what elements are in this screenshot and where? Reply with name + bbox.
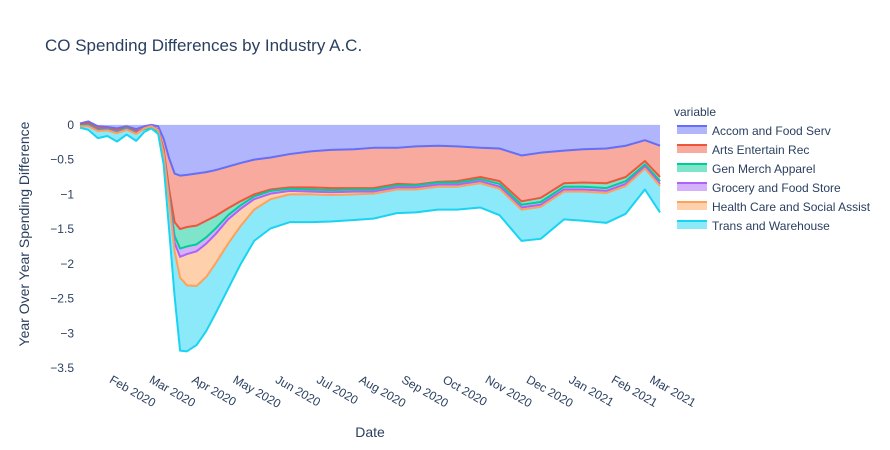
legend-label: Grocery and Food Store [712, 181, 841, 195]
legend-item-health-care-and-social-assist[interactable]: Health Care and Social Assist [677, 200, 871, 214]
line-trans-and-warehouse [79, 126, 661, 353]
area-health-care-and-social-assist [80, 125, 660, 287]
legend-item-trans-and-warehouse[interactable]: Trans and Warehouse [677, 219, 830, 233]
plot-lines [79, 120, 661, 353]
legend-label: Arts Entertain Rec [712, 143, 809, 157]
x-tick-label: Apr 2020 [189, 372, 238, 409]
area-accom-and-food-serv [80, 121, 660, 176]
legend-swatch [677, 164, 707, 172]
x-tick-label: Aug 2020 [357, 372, 409, 410]
chart-title: CO Spending Differences by Industry A.C. [45, 36, 362, 55]
x-axis-title: Date [355, 424, 385, 440]
legend-label: Health Care and Social Assist [712, 200, 871, 214]
legend-swatch [677, 221, 707, 229]
legend-title: variable [674, 105, 716, 119]
legend-label: Trans and Warehouse [712, 219, 830, 233]
legend-swatch [677, 202, 707, 210]
legend-swatch [677, 126, 707, 134]
y-axis-ticks: 0 −0.5 −1 −1.5 −2 −2.5 −3 −3.5 [50, 118, 74, 375]
y-axis-title: Year Over Year Spending Difference [16, 121, 32, 346]
area-arts-entertain-rec [80, 121, 660, 230]
x-tick-label: Jun 2020 [273, 372, 323, 409]
legend-label: Gen Merch Apparel [712, 162, 815, 176]
legend-swatch [677, 145, 707, 153]
x-tick-label: Jan 2021 [567, 372, 617, 409]
y-tick-label: −1.5 [50, 222, 74, 236]
x-tick-label: Jul 2020 [314, 372, 361, 407]
y-tick-label: −3 [60, 326, 74, 340]
y-tick-label: 0 [67, 118, 74, 132]
legend-swatch [677, 183, 707, 191]
line-health-care-and-social-assist [80, 125, 661, 288]
y-tick-label: −2.5 [50, 292, 74, 306]
legend-item-accom-and-food-serv[interactable]: Accom and Food Serv [677, 124, 831, 138]
y-tick-label: −2 [60, 257, 74, 271]
plot-areas [80, 121, 660, 352]
legend-item-grocery-and-food-store[interactable]: Grocery and Food Store [677, 181, 841, 195]
legend: variable Accom and Food Serv Arts Enterta… [674, 105, 871, 233]
y-tick-label: −0.5 [50, 153, 74, 167]
x-tick-label: Mar 2020 [147, 372, 198, 410]
x-tick-label: Oct 2020 [440, 372, 489, 409]
line-accom-and-food-serv [79, 120, 661, 177]
y-tick-label: −3.5 [50, 361, 74, 375]
legend-label: Accom and Food Serv [712, 124, 831, 138]
y-tick-label: −1 [60, 187, 74, 201]
legend-item-gen-merch-apparel[interactable]: Gen Merch Apparel [677, 162, 815, 176]
x-tick-label: Dec 2020 [524, 372, 576, 410]
legend-item-arts-entertain-rec[interactable]: Arts Entertain Rec [677, 143, 809, 157]
x-tick-label: May 2020 [231, 372, 284, 411]
